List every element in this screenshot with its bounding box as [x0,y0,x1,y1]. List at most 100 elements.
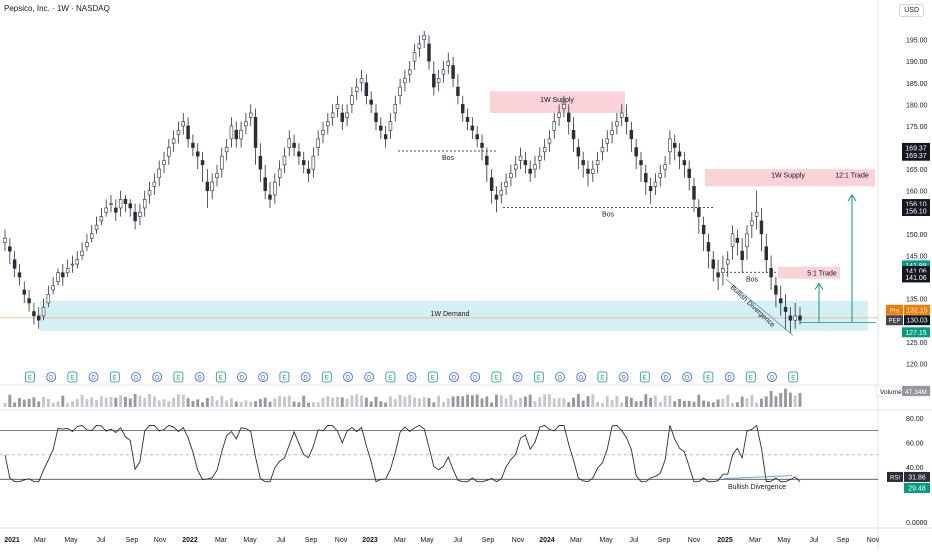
candle-body [735,237,740,243]
dividend-event-icon [724,372,735,382]
candle-body [436,78,441,84]
price-badge: 141.06 [905,275,927,282]
event-letter: D [621,376,626,382]
volume-bar [172,397,176,407]
volume-bar [133,394,137,407]
volume-bar [634,401,638,407]
currency-button[interactable]: USD [899,4,924,17]
volume-bar [533,401,537,407]
candle-body [200,160,205,166]
candle-body [220,155,224,170]
candle-body [393,104,398,114]
dividend-event-icon [46,372,57,382]
candle-body [509,173,513,179]
volume-bar [71,401,74,407]
volume-bar [177,394,180,407]
price-tick: 120.00 [906,361,928,368]
candle-body [682,160,687,166]
volume-bar [485,396,489,407]
volume-bar [601,402,604,407]
volume-bar [764,396,768,407]
volume-bar [658,401,662,407]
candle-body [658,173,663,179]
time-label: Sep [126,537,139,544]
dividend-event-icon [152,372,163,382]
volume-bar [543,394,547,407]
candle-body [721,268,725,274]
volume-bar [779,392,783,407]
volume-bar [201,402,204,407]
volume-bar [321,397,325,407]
candle-body [706,242,711,252]
candle-body [581,160,585,166]
volume-bar [557,398,561,407]
candle-body [27,298,31,304]
volume-bar [697,394,701,407]
volume-bar [644,394,648,407]
time-label: Jul [97,537,106,544]
volume-bar [548,394,551,407]
volume-bar [205,398,209,407]
price-badge: 169.37 [905,153,927,160]
volume-bar [13,402,17,407]
volume-bar [331,397,335,407]
volume-bar [124,396,127,407]
candle-body [725,259,730,265]
volume-bar [519,397,522,407]
candle-body [557,112,561,118]
candle-body [244,121,248,127]
candle-body [398,86,402,97]
event-letter: D [261,376,266,382]
earnings-event-icon [745,371,756,383]
volume-bar [413,397,416,407]
price-badge: 156.10 [905,208,927,215]
candle-body [663,164,667,170]
candle-body [634,147,638,157]
volume-bar [422,397,426,407]
candle-body [99,216,104,222]
candle-body [778,298,783,304]
event-letter: E [537,376,541,382]
event-letter: D [685,376,690,382]
volume-bar [726,394,730,407]
candle-body [85,242,89,248]
candle-body [417,43,422,49]
volume-bar [649,397,653,407]
price-badge: 169.37 [905,145,927,152]
candle-body [215,173,219,179]
time-label: Nov [335,537,348,544]
dividend-event-icon [661,372,671,382]
event-letter: E [28,376,32,382]
candle-body [523,160,528,166]
volume-bar [360,395,363,407]
zone-supply-2 [705,169,875,187]
price-badge-bg [902,142,930,153]
candle-body [480,142,484,148]
candle-body [176,129,181,135]
price-tick: 145.00 [906,253,928,260]
time-label: Mar [394,537,407,544]
time-label: Mar [34,537,47,544]
candle-body [167,147,171,157]
volume-bar [143,397,147,407]
event-letter: E [600,376,604,382]
candle-body [562,104,566,109]
time-label: Mar [749,537,762,544]
volume-bar [798,392,802,407]
earnings-event-icon [67,371,78,383]
volume-bar [567,402,571,407]
candle-body [639,160,643,166]
volume-bar [470,395,474,407]
dividend-event-icon [682,372,693,382]
time-label: Sep [837,537,850,544]
volume-bar [417,398,421,407]
volume-bar [538,397,542,407]
volume-bar [254,401,257,407]
dividend-event-icon [194,372,205,382]
volume-bar [735,402,739,407]
badge-tag-bg [886,304,903,315]
volume-bar [490,402,494,407]
rsi-signal-bg [904,482,930,493]
